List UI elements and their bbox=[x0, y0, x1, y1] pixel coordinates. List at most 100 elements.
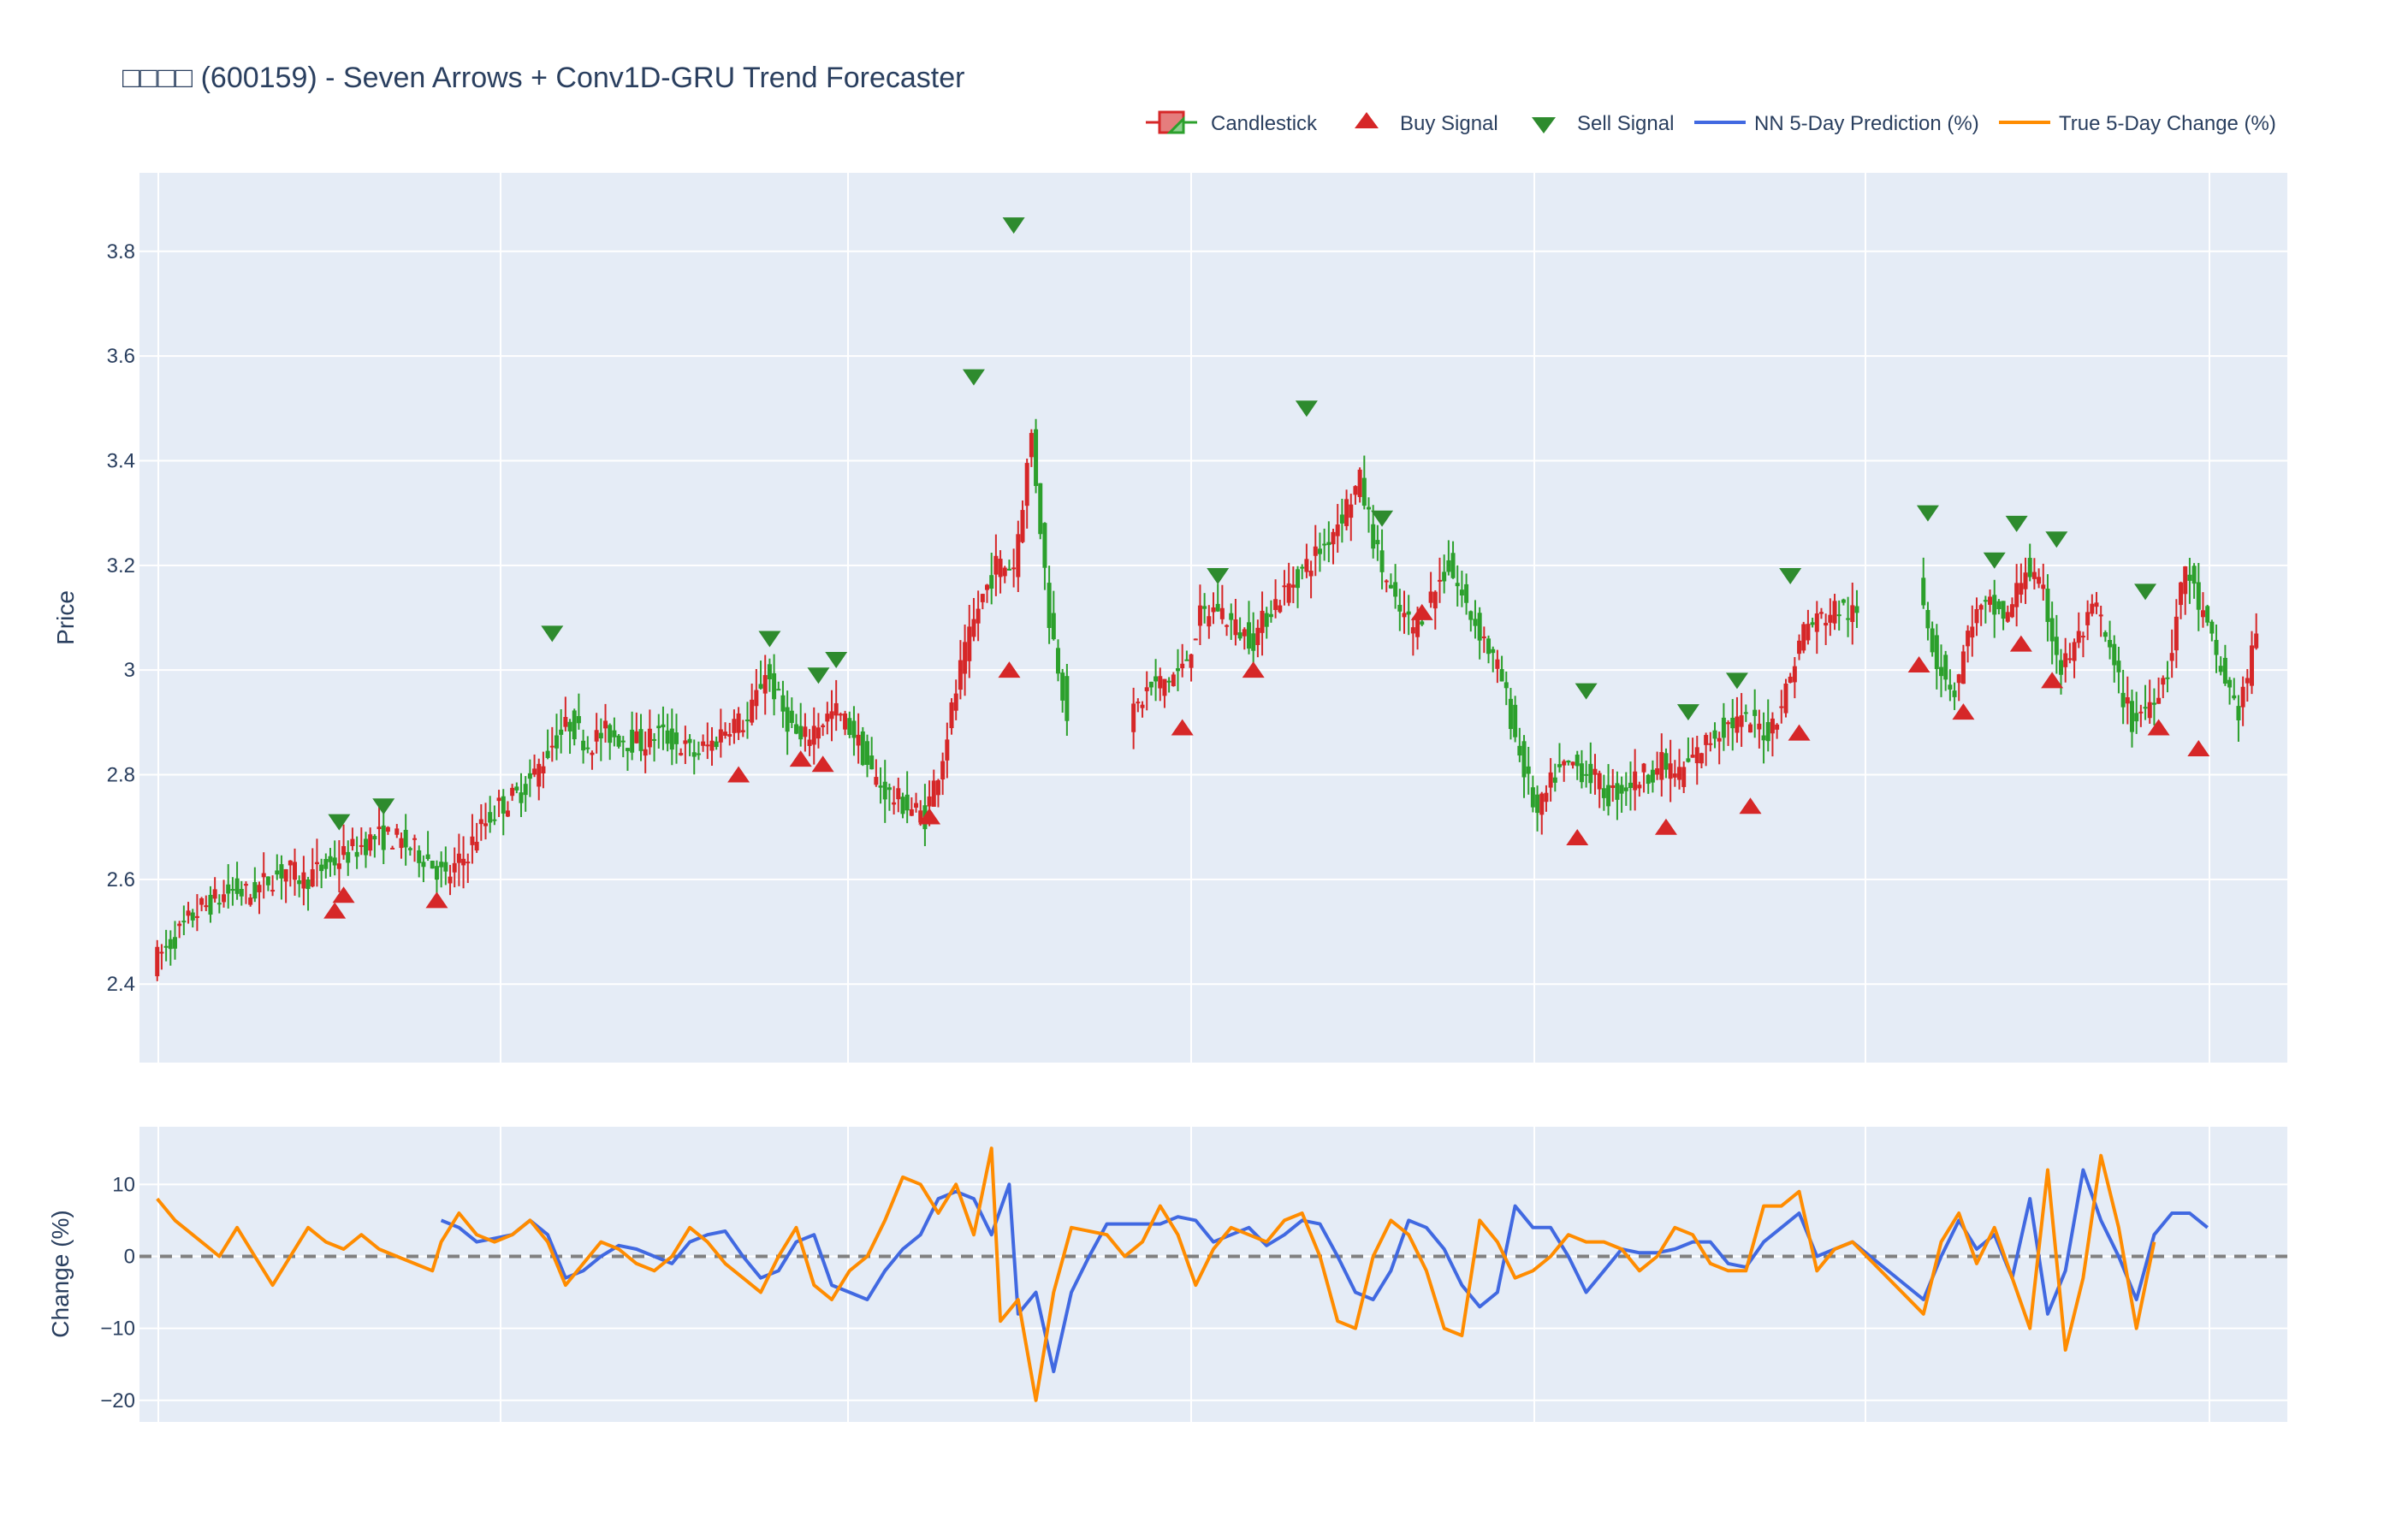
candle[interactable] bbox=[780, 680, 786, 728]
candle[interactable] bbox=[1753, 689, 1758, 738]
candle[interactable] bbox=[2019, 563, 2024, 603]
candle[interactable] bbox=[2116, 646, 2121, 694]
candle[interactable] bbox=[1473, 600, 1478, 639]
candle[interactable] bbox=[403, 814, 408, 866]
candle[interactable] bbox=[559, 708, 564, 754]
candle[interactable] bbox=[332, 840, 337, 876]
candle[interactable] bbox=[1495, 649, 1500, 684]
candle[interactable] bbox=[230, 877, 235, 906]
candle[interactable] bbox=[2200, 592, 2205, 628]
candle[interactable] bbox=[1797, 634, 1802, 660]
candle[interactable] bbox=[2041, 563, 2046, 601]
candle[interactable] bbox=[821, 723, 826, 737]
candle[interactable] bbox=[1020, 500, 1025, 543]
candle[interactable] bbox=[1038, 483, 1043, 540]
candle[interactable] bbox=[390, 845, 395, 850]
candle[interactable] bbox=[1491, 646, 1496, 672]
sell-signal-marker[interactable] bbox=[1002, 217, 1025, 234]
candle[interactable] bbox=[1579, 749, 1584, 789]
candle[interactable] bbox=[257, 881, 262, 915]
candle[interactable] bbox=[736, 707, 741, 740]
candle[interactable] bbox=[1818, 607, 1824, 619]
candle[interactable] bbox=[762, 654, 768, 715]
candle[interactable] bbox=[776, 681, 781, 691]
candle[interactable] bbox=[1757, 709, 1762, 749]
candle[interactable] bbox=[2134, 691, 2139, 734]
candle[interactable] bbox=[1930, 621, 1935, 657]
candle[interactable] bbox=[2183, 566, 2188, 615]
candle[interactable] bbox=[1148, 681, 1154, 696]
candle[interactable] bbox=[1992, 579, 1997, 638]
candle[interactable] bbox=[931, 769, 936, 808]
candle[interactable] bbox=[1810, 618, 1815, 628]
candle[interactable] bbox=[1970, 605, 1975, 657]
candle[interactable] bbox=[1978, 603, 1984, 626]
candle[interactable] bbox=[1051, 590, 1056, 641]
candle[interactable] bbox=[1065, 663, 1070, 737]
candle[interactable] bbox=[958, 640, 963, 700]
legend-item-candlestick[interactable]: Candlestick bbox=[1146, 110, 1318, 135]
candle[interactable] bbox=[474, 822, 479, 853]
candle[interactable] bbox=[696, 741, 701, 761]
candle[interactable] bbox=[1854, 589, 1859, 629]
candle[interactable] bbox=[940, 752, 946, 796]
candle[interactable] bbox=[199, 897, 205, 912]
candle[interactable] bbox=[1739, 693, 1744, 747]
buy-signal-marker[interactable] bbox=[1171, 719, 1194, 736]
candle[interactable] bbox=[892, 785, 897, 815]
candle[interactable] bbox=[2205, 604, 2210, 626]
candle[interactable] bbox=[288, 860, 293, 887]
candle[interactable] bbox=[740, 720, 745, 737]
candle[interactable] bbox=[878, 767, 883, 804]
candle[interactable] bbox=[1290, 566, 1296, 604]
candle[interactable] bbox=[2196, 562, 2201, 631]
buy-signal-marker[interactable] bbox=[2147, 719, 2170, 736]
candle[interactable] bbox=[478, 804, 483, 841]
candle[interactable] bbox=[1544, 785, 1549, 812]
candle[interactable] bbox=[909, 797, 914, 816]
candle[interactable] bbox=[1207, 605, 1212, 639]
candle[interactable] bbox=[1539, 791, 1545, 835]
candle[interactable] bbox=[851, 706, 857, 756]
candle[interactable] bbox=[1193, 638, 1198, 641]
sell-signal-marker[interactable] bbox=[1779, 568, 1802, 585]
candle[interactable] bbox=[1219, 584, 1225, 625]
candle[interactable] bbox=[727, 722, 732, 746]
candle[interactable] bbox=[807, 729, 812, 756]
candle[interactable] bbox=[887, 783, 892, 811]
candle[interactable] bbox=[226, 864, 231, 909]
change-panel[interactable]: −20 −10 0 10 Change (%) bbox=[47, 1127, 2287, 1422]
buy-signal-marker[interactable] bbox=[1410, 603, 1433, 620]
candle[interactable] bbox=[1783, 678, 1788, 718]
candle[interactable] bbox=[1619, 776, 1624, 813]
candle[interactable] bbox=[1934, 624, 1939, 690]
candle[interactable] bbox=[1024, 458, 1029, 529]
candle[interactable] bbox=[718, 708, 723, 758]
buy-signal-marker[interactable] bbox=[789, 750, 812, 767]
candle[interactable] bbox=[904, 771, 910, 824]
candle[interactable] bbox=[1140, 701, 1145, 718]
candle[interactable] bbox=[1455, 565, 1460, 607]
candle[interactable] bbox=[967, 604, 972, 678]
candle[interactable] bbox=[1557, 743, 1563, 773]
candle[interactable] bbox=[2147, 679, 2152, 724]
candle[interactable] bbox=[1677, 749, 1682, 790]
candle[interactable] bbox=[2080, 631, 2085, 658]
candle[interactable] bbox=[252, 867, 258, 903]
candle[interactable] bbox=[1938, 644, 1943, 697]
candle[interactable] bbox=[1171, 672, 1176, 687]
candle[interactable] bbox=[319, 858, 324, 889]
candle[interactable] bbox=[744, 702, 750, 739]
candle[interactable] bbox=[754, 669, 759, 720]
candle[interactable] bbox=[679, 748, 684, 756]
legend-item-sell[interactable]: Sell Signal bbox=[1532, 112, 1674, 135]
candle[interactable] bbox=[1721, 702, 1726, 751]
candle[interactable] bbox=[1952, 682, 1957, 710]
candle[interactable] bbox=[488, 796, 493, 833]
candle[interactable] bbox=[190, 909, 195, 928]
candle[interactable] bbox=[1508, 688, 1513, 740]
candle[interactable] bbox=[900, 792, 905, 819]
legend-item-true[interactable]: True 5-Day Change (%) bbox=[1999, 112, 2276, 135]
candle[interactable] bbox=[1136, 698, 1141, 713]
true-change-line[interactable] bbox=[156, 1146, 2156, 1402]
